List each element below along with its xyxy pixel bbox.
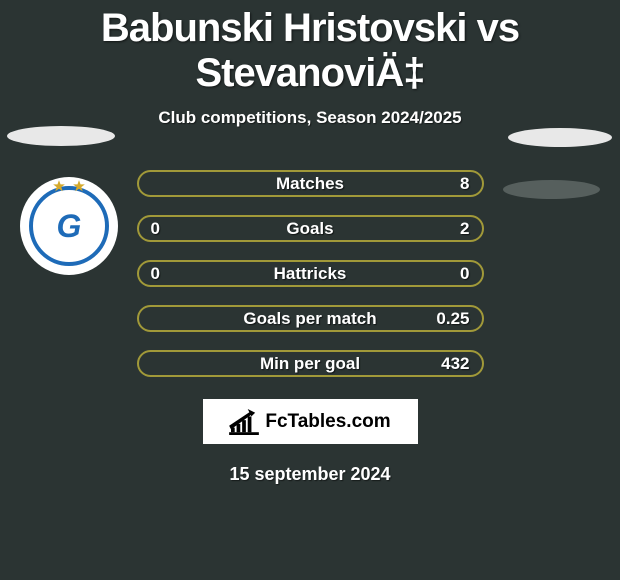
stat-right-value: 432: [441, 354, 469, 374]
subtitle: Club competitions, Season 2024/2025: [0, 108, 620, 128]
branding-box[interactable]: FcTables.com: [203, 399, 418, 444]
stat-right-value: 0: [460, 264, 469, 284]
comparison-widget: Babunski Hristovski vs StevanoviÄ‡ Club …: [0, 0, 620, 485]
branding-label: FcTables.com: [265, 411, 390, 433]
stat-row: Matches 8: [137, 170, 484, 197]
team-badge-left: G: [20, 177, 118, 275]
left-ellipse-decor: [7, 126, 115, 146]
right-ellipse-decor-1: [508, 128, 612, 147]
page-title: Babunski Hristovski vs StevanoviÄ‡: [0, 6, 620, 96]
stat-label: Goals per match: [243, 309, 376, 329]
date-label: 15 september 2024: [0, 464, 620, 485]
stat-label: Min per goal: [260, 354, 360, 374]
stat-label: Matches: [276, 174, 344, 194]
stat-row: Goals per match 0.25: [137, 305, 484, 332]
stat-right-value: 8: [460, 174, 469, 194]
stat-left-value: 0: [151, 219, 160, 239]
stat-label: Goals: [286, 219, 333, 239]
stat-row: 0 Hattricks 0: [137, 260, 484, 287]
stat-row: Min per goal 432: [137, 350, 484, 377]
stat-right-value: 0.25: [436, 309, 469, 329]
stat-left-value: 0: [151, 264, 160, 284]
team-badge-letter: G: [57, 208, 82, 245]
right-ellipse-decor-2: [503, 180, 600, 199]
star-icon: [72, 179, 86, 193]
star-icon: [52, 179, 66, 193]
stat-row: 0 Goals 2: [137, 215, 484, 242]
stat-right-value: 2: [460, 219, 469, 239]
stat-label: Hattricks: [274, 264, 347, 284]
chart-icon: [229, 409, 259, 435]
